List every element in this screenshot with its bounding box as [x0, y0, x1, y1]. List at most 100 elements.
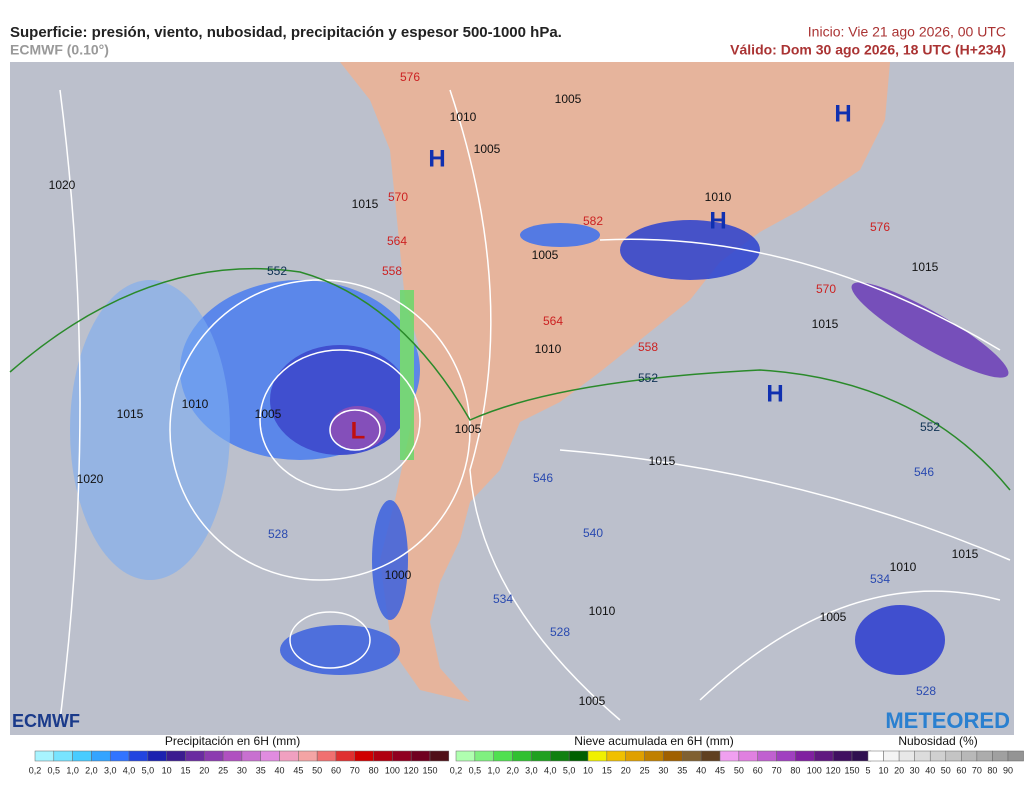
legend-swatch	[279, 750, 299, 762]
legend-label: 150	[422, 765, 437, 775]
legend-swatch	[147, 750, 167, 762]
legend-swatch	[738, 750, 758, 762]
legend-swatch	[392, 750, 412, 762]
legend-label: 10	[879, 765, 889, 775]
legend-label: 1,0	[487, 765, 500, 775]
contour-label: 546	[533, 471, 553, 485]
contour-label: 564	[543, 314, 563, 328]
meteored-logo: METEORED	[885, 708, 1010, 733]
legend-label: 30	[658, 765, 668, 775]
legend-swatch	[354, 750, 374, 762]
legend-swatch	[91, 750, 111, 762]
contour-label: 1010	[705, 190, 732, 204]
legend-swatch	[512, 750, 532, 762]
legend-swatch	[335, 750, 356, 762]
contour-label: 1005	[474, 142, 501, 156]
thickness-552	[9, 267, 1011, 491]
legend-swatch	[776, 750, 796, 762]
contour-label: 1005	[579, 694, 606, 708]
contour-label: 528	[916, 684, 936, 698]
legend-swatch	[961, 750, 978, 762]
legend-swatch	[455, 750, 476, 762]
legend-swatch	[410, 750, 431, 762]
valid-time: Válido: Dom 30 ago 2026, 18 UTC (H+234)	[730, 42, 1006, 58]
legend-swatch	[298, 750, 318, 762]
legend-label: 1,0	[66, 765, 79, 775]
legend-title: Precipitación en 6H (mm)	[165, 734, 300, 748]
contour-label: 1015	[649, 454, 676, 468]
legend-swatch	[719, 750, 740, 762]
legend-swatch	[316, 750, 337, 762]
contour-label: 1010	[589, 604, 616, 618]
contour-label: 576	[400, 70, 420, 84]
contour-label: 1005	[255, 407, 282, 421]
contour-label: 1015	[812, 317, 839, 331]
legend-swatch	[128, 750, 149, 762]
legend-label: 5,0	[563, 765, 576, 775]
legend-label: 35	[677, 765, 687, 775]
high-center: H	[834, 100, 851, 127]
legend-label: 0,2	[29, 765, 42, 775]
legend-swatch	[166, 750, 186, 762]
contour-label: 552	[267, 264, 287, 278]
legend-swatch	[373, 750, 393, 762]
legend-label: 40	[275, 765, 285, 775]
contour-label: 1005	[455, 422, 482, 436]
legend-label: 150	[844, 765, 859, 775]
legend-label: 10	[162, 765, 172, 775]
contour-label: 552	[638, 371, 658, 385]
contour-label: 564	[387, 234, 407, 248]
model: ECMWF (0.10°)	[10, 42, 109, 58]
title: Superficie: presión, viento, nubosidad, …	[10, 24, 562, 41]
isobars	[59, 89, 1011, 721]
legend-swatch	[929, 750, 947, 762]
contour-label: 1005	[555, 92, 582, 106]
high-center: H	[428, 145, 445, 172]
legend-label: 120	[826, 765, 841, 775]
legend-swatch	[883, 750, 900, 762]
legend-label: 70	[772, 765, 782, 775]
high-center: H	[766, 380, 783, 407]
legend-swatch	[700, 750, 721, 762]
legend-label: 60	[331, 765, 341, 775]
legend-label: 0,2	[450, 765, 463, 775]
contour-label: 1010	[535, 342, 562, 356]
legend-swatch	[814, 750, 834, 762]
legend-label: 20	[621, 765, 631, 775]
legend-label: 4,0	[544, 765, 557, 775]
legend-swatch	[429, 750, 450, 762]
legend-label: 70	[972, 765, 982, 775]
legend-swatch	[992, 750, 1009, 762]
legend-swatch	[976, 750, 993, 762]
legend-label: 50	[941, 765, 951, 775]
contour-label: 1005	[820, 610, 847, 624]
legend-label: 5	[865, 765, 870, 775]
contour-label: 1015	[912, 260, 939, 274]
legend-swatch	[53, 750, 73, 762]
legend-swatch	[241, 750, 261, 762]
contour-label: 528	[268, 527, 288, 541]
legend-label: 40	[925, 765, 935, 775]
legend-swatch	[550, 750, 570, 762]
legend-swatch	[945, 750, 962, 762]
legend-label: 3,0	[525, 765, 538, 775]
contour-label: 534	[870, 572, 890, 586]
high-center: H	[709, 207, 726, 234]
legend-title: Nubosidad (%)	[898, 734, 977, 748]
legend-swatch	[204, 750, 224, 762]
legend-label: 30	[237, 765, 247, 775]
legend-swatch	[625, 750, 645, 762]
legend-swatch	[832, 750, 853, 762]
contour-label: 570	[388, 190, 408, 204]
legend-swatch	[109, 750, 130, 762]
legend-label: 45	[293, 765, 303, 775]
legend-swatch	[914, 750, 931, 762]
legend-label: 100	[807, 765, 822, 775]
legend-label: 80	[987, 765, 997, 775]
legend-label: 30	[910, 765, 920, 775]
legend-label: 45	[715, 765, 725, 775]
legend-label: 5,0	[142, 765, 155, 775]
legend-label: 100	[385, 765, 400, 775]
init-time: Inicio: Vie 21 ago 2026, 00 UTC	[808, 24, 1006, 40]
legend-label: 0,5	[469, 765, 482, 775]
